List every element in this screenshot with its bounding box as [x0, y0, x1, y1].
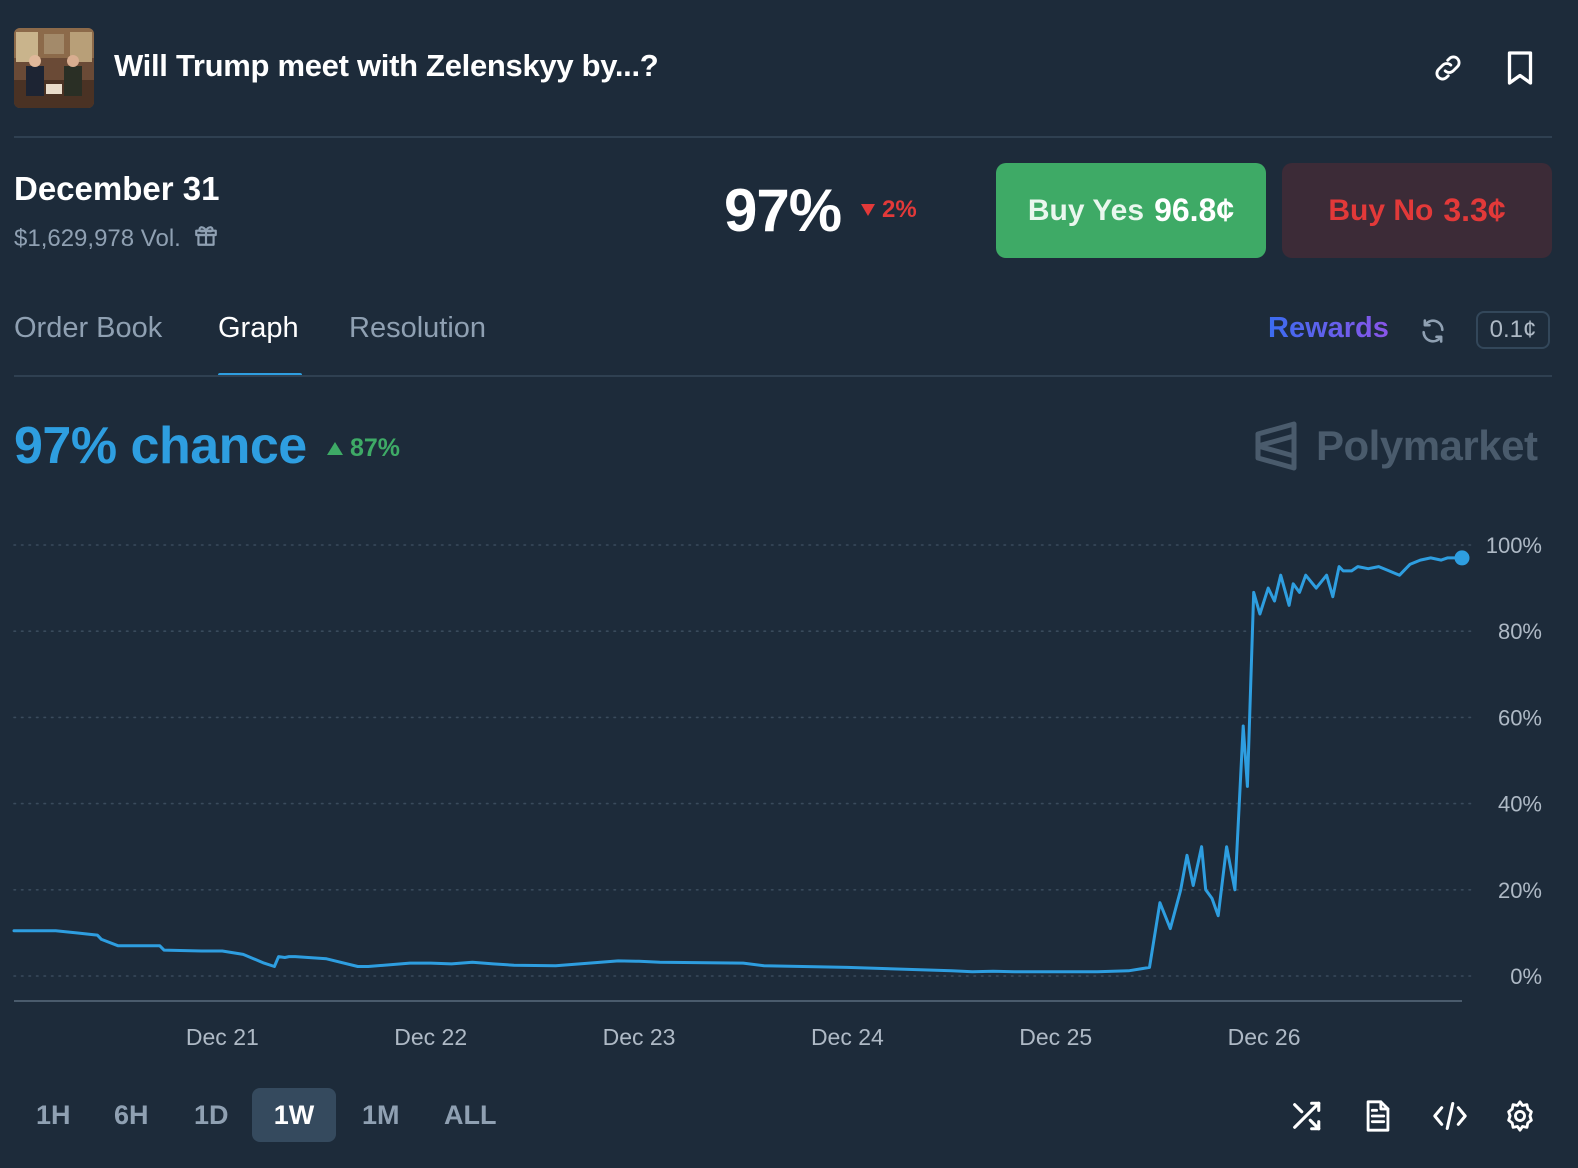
header-divider: [14, 136, 1552, 138]
tick-size-chip[interactable]: 0.1¢: [1476, 311, 1550, 349]
triangle-up-icon: [327, 442, 343, 455]
x-tick-label: Dec 22: [394, 1024, 467, 1050]
event-title: Will Trump meet with Zelenskyy by...?: [114, 48, 659, 83]
range-1h[interactable]: 1H: [36, 1099, 71, 1130]
market-change: 2%: [860, 196, 917, 224]
buy-yes-button[interactable]: Buy Yes 96.8¢: [996, 163, 1266, 258]
chance-change-value: 87%: [350, 434, 401, 462]
buy-yes-price: 96.8¢: [1154, 192, 1235, 228]
polymarket-logo-icon: [1255, 421, 1297, 471]
settings-icon[interactable]: [1498, 1094, 1542, 1138]
range-1m[interactable]: 1M: [362, 1099, 400, 1130]
x-tick-label: Dec 21: [186, 1024, 259, 1050]
buy-no-price: 3.3¢: [1443, 192, 1506, 228]
tab-graph[interactable]: Graph: [218, 312, 299, 344]
series-line: [12, 556, 1464, 974]
market-volume: $1,629,978 Vol.: [14, 222, 219, 255]
price-chart[interactable]: 0% 20% 40% 60% 80% 100% Dec 21 Dec 22 Dec 23 Dec …: [0, 500, 1578, 1060]
shuffle-icon[interactable]: [1284, 1094, 1328, 1138]
bookmark-icon[interactable]: [1500, 48, 1540, 88]
y-tick-label: 40%: [1498, 792, 1542, 817]
y-tick-label: 20%: [1498, 878, 1542, 903]
chance-change: 87%: [326, 434, 400, 463]
market-percent: 97%: [724, 177, 842, 244]
market-title: December 31: [14, 170, 220, 207]
tab-resolution[interactable]: Resolution: [349, 312, 487, 344]
y-tick-label: 0%: [1510, 964, 1542, 989]
x-tick-label: Dec 24: [811, 1024, 884, 1050]
range-1d[interactable]: 1D: [194, 1099, 229, 1130]
tabs-divider: [14, 375, 1552, 377]
x-tick-label: Dec 25: [1019, 1024, 1092, 1050]
x-tick-label: Dec 26: [1228, 1024, 1301, 1050]
tab-order-book[interactable]: Order Book: [14, 312, 163, 344]
range-1w[interactable]: 1W: [252, 1088, 336, 1142]
buy-no-label: Buy No: [1328, 193, 1434, 227]
volume-text: $1,629,978 Vol.: [14, 224, 181, 252]
chance-label: 97% chance: [14, 417, 307, 475]
buy-yes-label: Buy Yes: [1027, 193, 1145, 227]
code-icon[interactable]: [1428, 1094, 1472, 1138]
range-all[interactable]: ALL: [444, 1099, 497, 1130]
y-tick-label: 80%: [1498, 619, 1542, 644]
range-6h[interactable]: 6H: [114, 1099, 149, 1130]
market-change-value: 2%: [882, 196, 917, 223]
event-thumbnail: [14, 28, 94, 108]
rewards-link[interactable]: Rewards: [1268, 312, 1389, 344]
link-icon[interactable]: [1428, 48, 1468, 88]
series-endpoint: [1454, 550, 1470, 566]
gift-icon[interactable]: [193, 222, 219, 255]
y-tick-label: 100%: [1486, 533, 1542, 558]
document-icon[interactable]: [1356, 1094, 1400, 1138]
triangle-down-icon: [861, 204, 875, 216]
brand-watermark: Polymarket: [1254, 420, 1538, 472]
y-tick-label: 60%: [1498, 705, 1542, 730]
buy-no-button[interactable]: Buy No 3.3¢: [1282, 163, 1552, 258]
x-tick-label: Dec 23: [603, 1024, 676, 1050]
brand-name: Polymarket: [1316, 422, 1538, 469]
refresh-icon[interactable]: [1414, 312, 1452, 350]
